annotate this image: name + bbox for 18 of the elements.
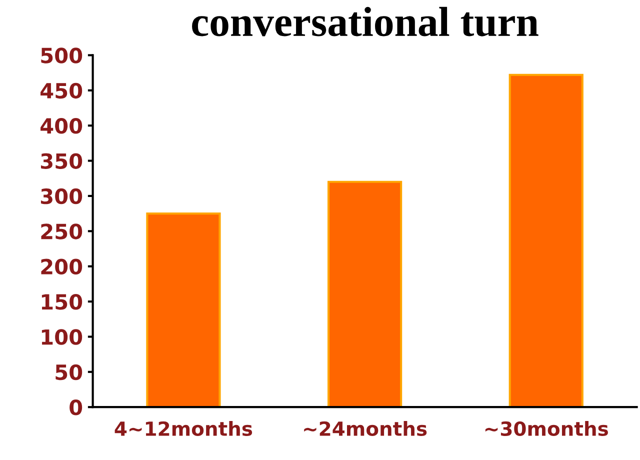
- y-tick-label: 300: [40, 188, 82, 204]
- y-tick-label: 250: [41, 224, 82, 240]
- y-tick-label: 50: [56, 364, 82, 380]
- y-tick-label: 200: [41, 258, 82, 275]
- bar: [508, 74, 584, 408]
- x-tick-label: ∼30months: [485, 420, 608, 436]
- y-tick-label: 0: [70, 400, 82, 416]
- x-tick-label: 4∼12months: [114, 420, 252, 436]
- y-tick-label: 100: [42, 329, 82, 345]
- y-tick-label: 450: [40, 82, 82, 99]
- chart-title: conversational turn: [192, 6, 538, 36]
- y-tick-label: 350: [40, 153, 82, 169]
- bar: [146, 212, 221, 408]
- y-tick-label: 400: [40, 118, 82, 134]
- y-tick-label: 150: [42, 294, 82, 310]
- bar: [327, 180, 402, 408]
- x-tick-label: ∼24months: [304, 420, 427, 436]
- y-tick-label: 500: [41, 48, 82, 64]
